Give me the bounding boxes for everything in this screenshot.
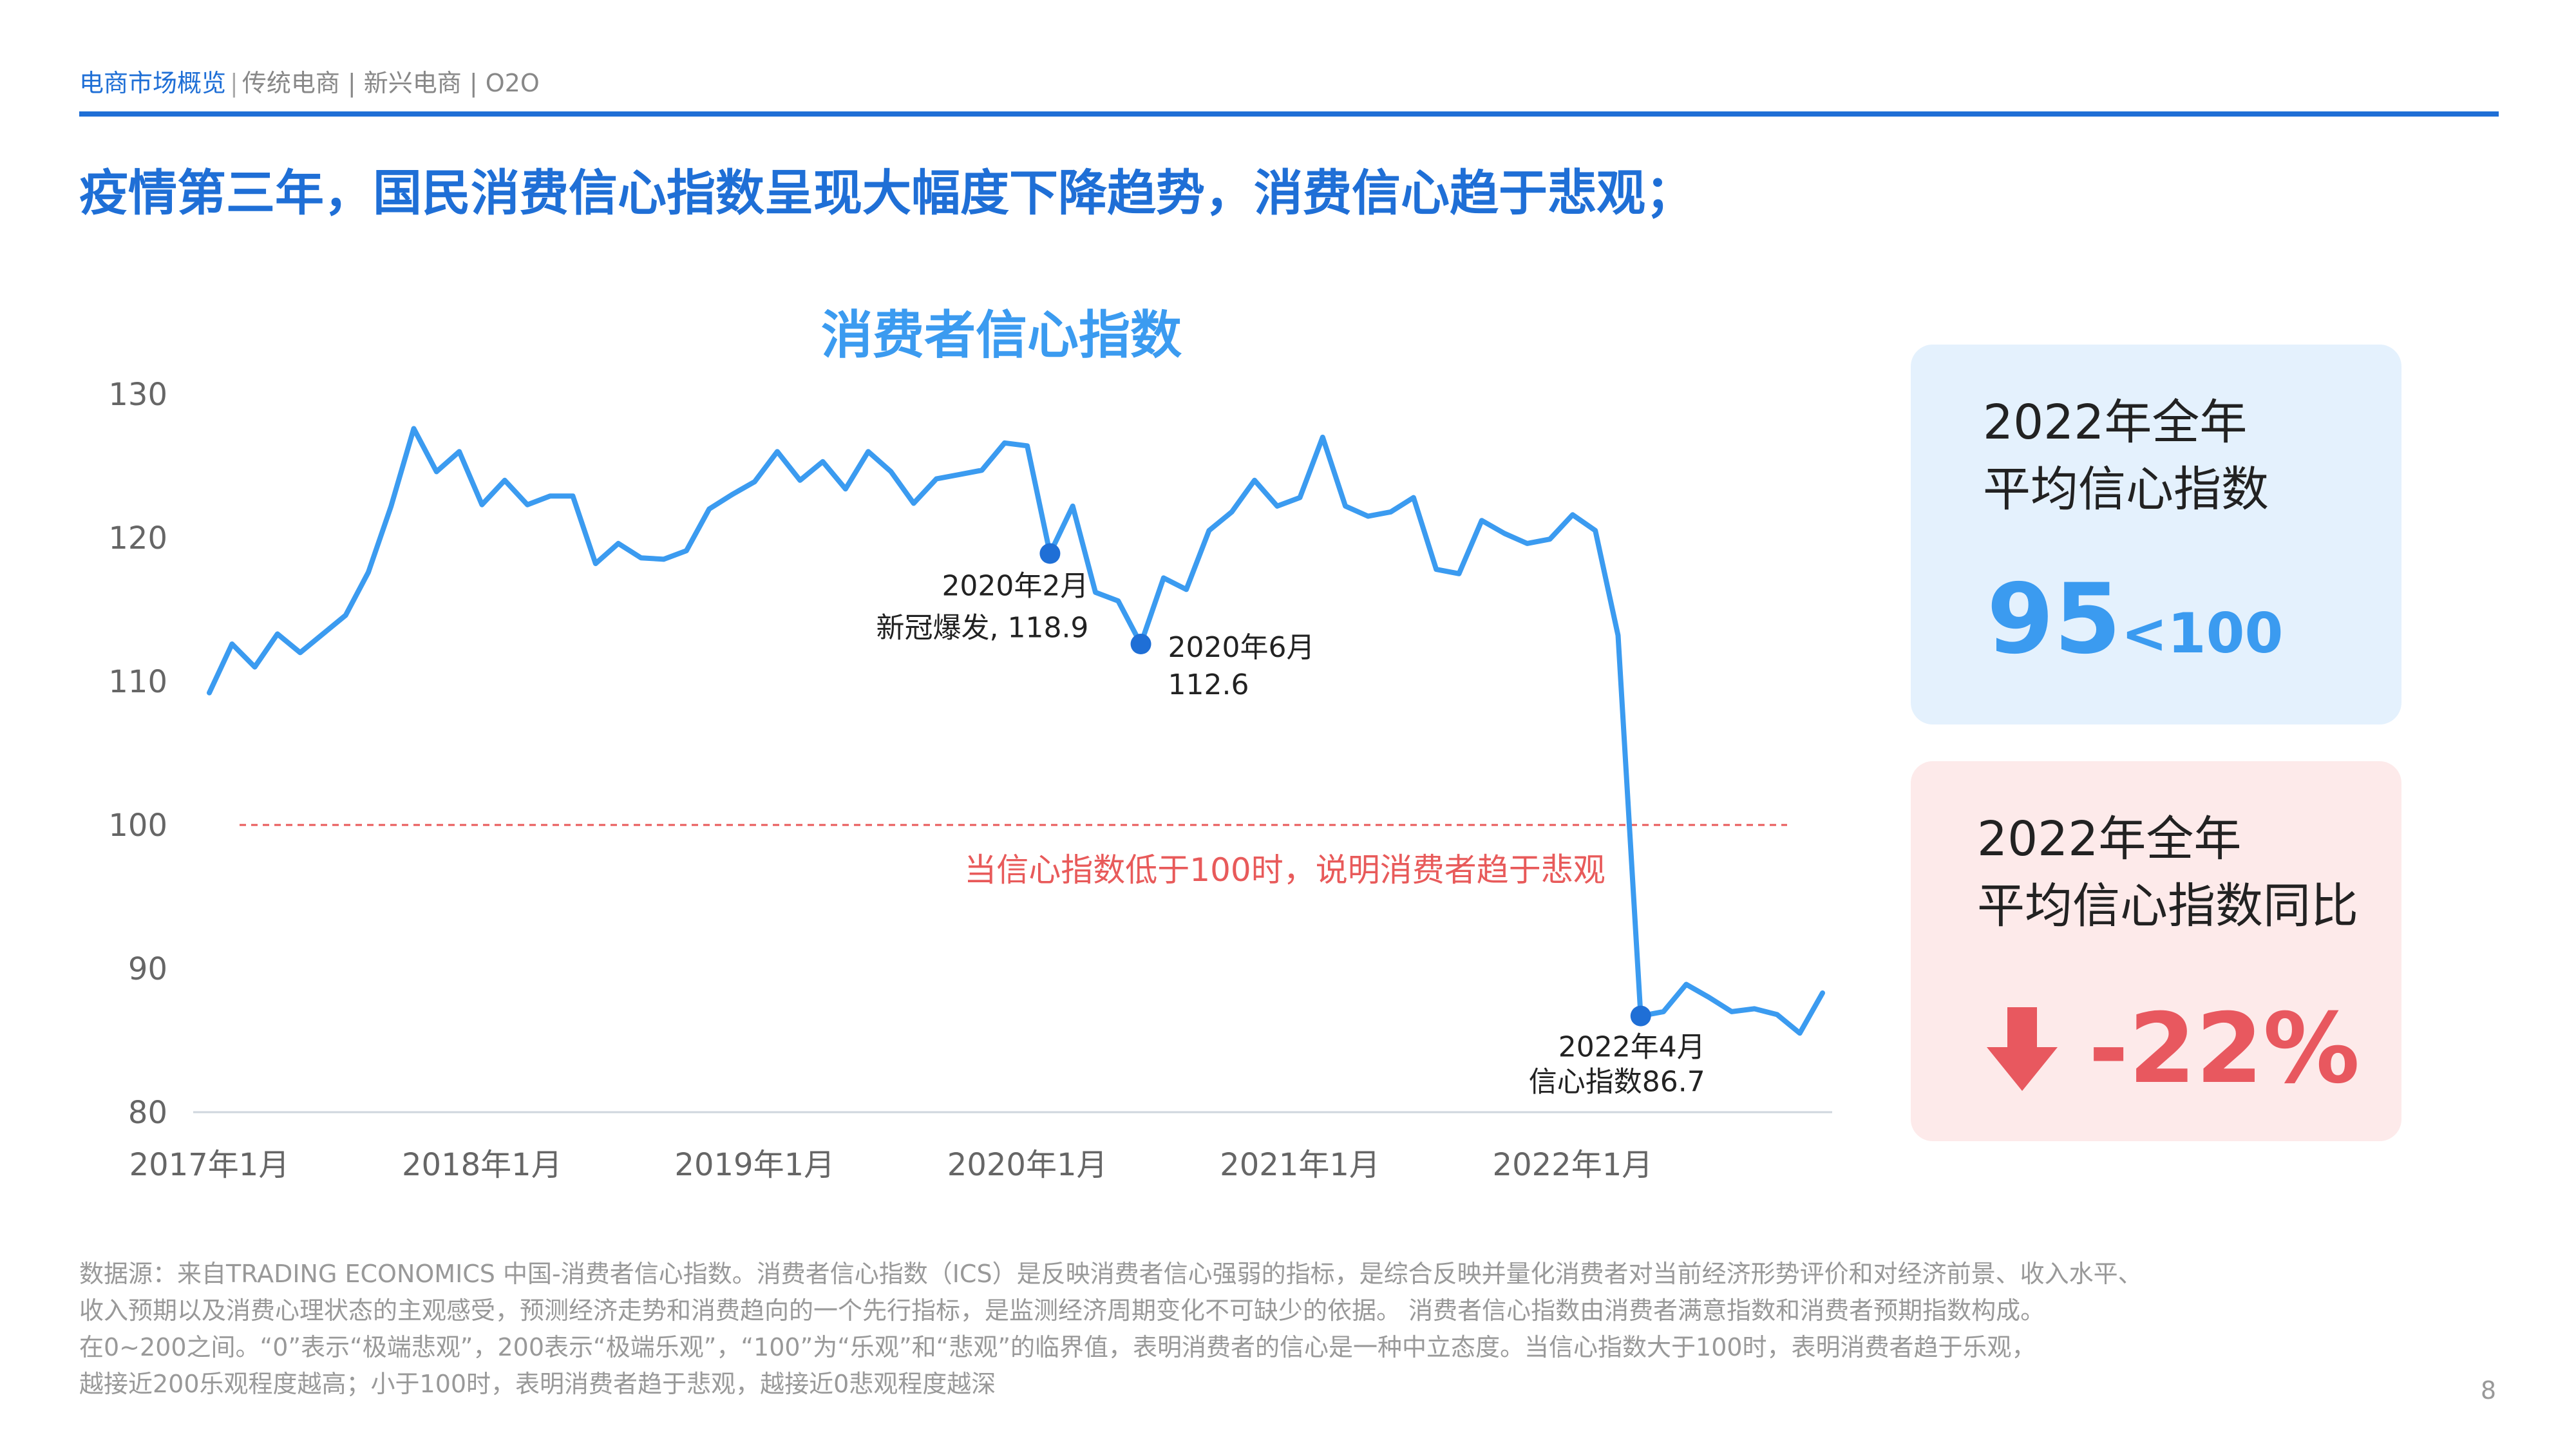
y-tick-label: 80 (128, 1095, 167, 1131)
series-line (207, 426, 1825, 1036)
annotation-point (1630, 1005, 1651, 1027)
avg-card-value: 95<100 (1987, 564, 2283, 676)
breadcrumb: 电商市场概览 | 传统电商 | 新兴电商 | O2O (79, 63, 540, 99)
source-footnote: 数据源：来自TRADING ECONOMICS 中国-消费者信心指数。消费者信心… (79, 1256, 2346, 1403)
yoy-card-line1: 2022年全年 (1977, 811, 2242, 867)
yoy-card: 2022年全年 平均信心指数同比 -22% (1911, 761, 2401, 1141)
annotation-value: 新冠爆发, 118.9 (876, 612, 1088, 645)
y-tick-label: 110 (108, 664, 167, 700)
y-tick-label: 90 (128, 951, 167, 987)
x-tick-label: 2020年1月 (947, 1147, 1108, 1183)
arrow-down-icon (1987, 1007, 2058, 1091)
avg-card-line2: 平均信心指数 (1983, 461, 2269, 517)
footnote-line: 收入预期以及消费心理状态的主观感受，预测经济走势和消费趋向的一个先行指标，是监测… (79, 1296, 2045, 1325)
page-headline: 疫情第三年，国民消费信心指数呈现大幅度下降趋势，消费信心趋于悲观； (79, 164, 1694, 222)
breadcrumb-separator: | (230, 69, 238, 97)
chart-title: 消费者信心指数 (821, 305, 1182, 365)
x-axis-ticks: 2017年1月 2018年1月 2019年1月 2020年1月 2021年1月 2022年… (129, 1147, 1653, 1183)
x-tick-label: 2019年1月 (674, 1147, 835, 1183)
annotation-date: 2020年6月 (1168, 631, 1315, 664)
avg-value: 95 (1987, 564, 2121, 676)
annotation-date: 2020年2月 (942, 570, 1088, 603)
header-rule (79, 111, 2499, 117)
footnote-line: 越接近200乐观程度越高；小于100时，表明消费者趋于悲观，越接近0悲观程度越深 (79, 1370, 996, 1398)
x-tick-label: 2022年1月 (1493, 1147, 1653, 1183)
avg-compare: <100 (2121, 601, 2284, 666)
x-tick-label: 2018年1月 (402, 1147, 562, 1183)
annotation-value: 112.6 (1168, 668, 1249, 701)
y-tick-label: 100 (108, 808, 167, 844)
yoy-value: -22% (2088, 993, 2360, 1105)
yoy-card-label: 2022年全年 平均信心指数同比 (1977, 806, 2358, 940)
avg-index-card: 2022年全年 平均信心指数 95<100 (1911, 345, 2401, 724)
annotation-date: 2022年4月 (1558, 1031, 1705, 1064)
x-tick-label: 2021年1月 (1220, 1147, 1380, 1183)
yoy-card-value: -22% (1987, 993, 2360, 1105)
avg-card-label: 2022年全年 平均信心指数 (1983, 390, 2269, 523)
breadcrumb-active[interactable]: 电商市场概览 (79, 69, 227, 97)
x-tick-label: 2017年1月 (129, 1147, 290, 1183)
y-tick-label: 130 (108, 377, 167, 413)
y-tick-label: 120 (108, 520, 167, 556)
threshold-label: 当信心指数低于100时，说明消费者趋于悲观 (964, 851, 1605, 889)
breadcrumb-rest[interactable]: 传统电商 | 新兴电商 | O2O (242, 69, 540, 97)
page-number: 8 (2480, 1376, 2496, 1405)
annotation-point (1039, 543, 1061, 564)
footnote-line: 数据源：来自TRADING ECONOMICS 中国-消费者信心指数。消费者信心… (79, 1260, 2143, 1288)
annotation-point (1130, 634, 1151, 655)
y-axis-ticks: 130 120 110 100 90 80 (108, 377, 167, 1131)
yoy-card-line2: 平均信心指数同比 (1977, 878, 2358, 934)
avg-card-line1: 2022年全年 (1983, 395, 2248, 450)
footnote-line: 在0~200之间。“0”表示“极端悲观”，200表示“极端乐观”，“100”为“… (79, 1333, 2036, 1361)
annotation-value: 信心指数86.7 (1529, 1066, 1705, 1099)
